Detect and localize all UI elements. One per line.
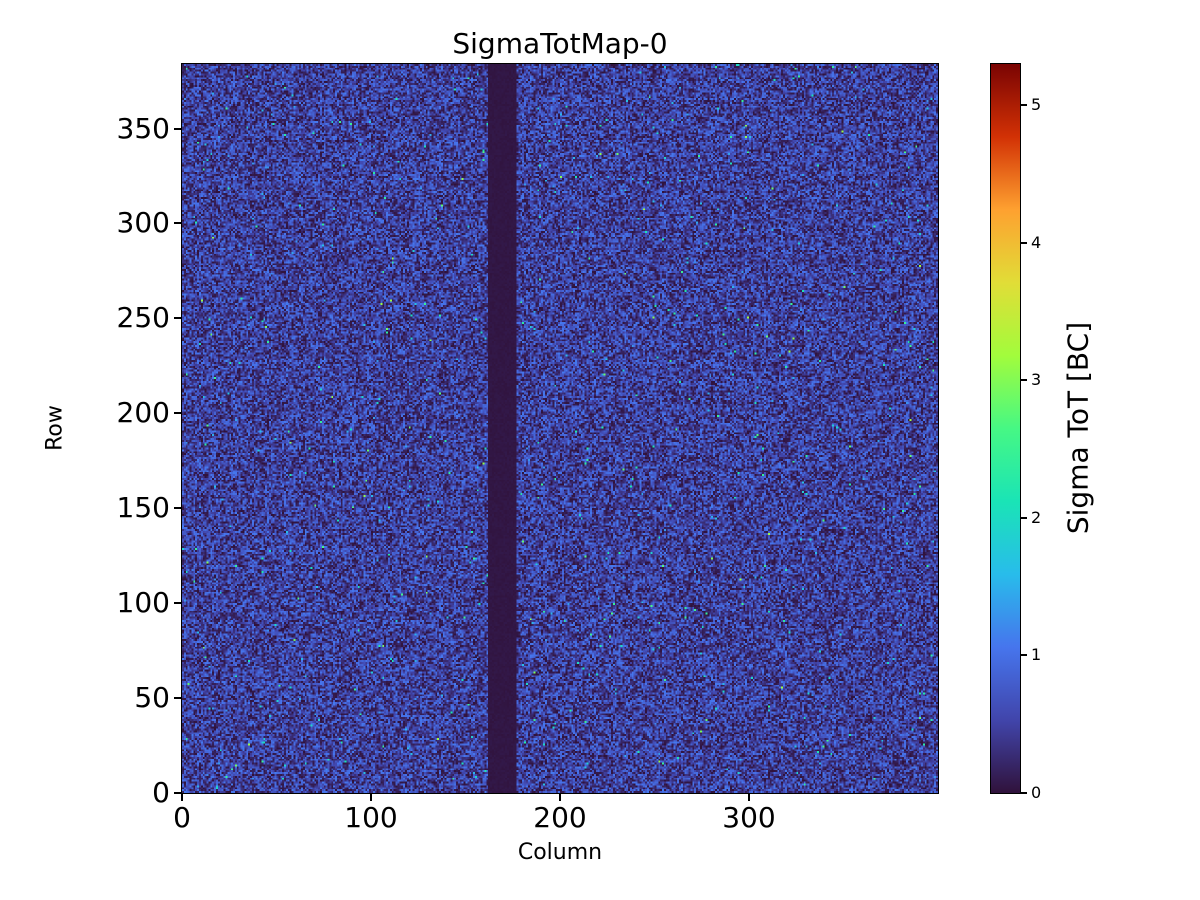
- colorbar-tick-label: 1: [1031, 645, 1042, 665]
- x-tick-mark: [181, 793, 183, 801]
- colorbar-tick-mark: [1021, 792, 1027, 794]
- x-tick-mark: [370, 793, 372, 801]
- y-tick-label: 150: [116, 491, 170, 525]
- y-tick-mark: [174, 127, 182, 130]
- colorbar-tick-label: 0: [1031, 783, 1042, 802]
- y-tick-label: 350: [116, 111, 170, 145]
- x-axis-label: Column: [517, 840, 603, 865]
- colorbar-tick-mark: [1021, 104, 1027, 107]
- y-tick-mark: [174, 697, 182, 700]
- y-tick-label: 50: [134, 681, 170, 715]
- colorbar-tick-mark: [1021, 516, 1027, 519]
- y-tick-label: 250: [116, 301, 170, 335]
- y-tick-label: 100: [116, 586, 170, 620]
- colorbar-tick-mark: [1021, 379, 1027, 382]
- colorbar-tick-label: 4: [1031, 232, 1042, 252]
- x-tick-mark: [748, 793, 750, 801]
- x-tick-mark: [559, 793, 561, 801]
- x-tick-label: 0: [173, 801, 191, 834]
- y-axis-label: Row: [42, 405, 68, 451]
- y-tick-mark: [174, 792, 182, 794]
- y-tick-mark: [174, 507, 182, 510]
- x-tick-label: 100: [344, 801, 398, 834]
- y-tick-mark: [174, 412, 182, 415]
- colorbar-gradient: [990, 63, 1021, 794]
- colorbar-label: Sigma ToT [BC]: [1061, 321, 1095, 535]
- colorbar-tick-mark: [1021, 241, 1027, 244]
- x-tick-label: 200: [533, 801, 587, 834]
- x-tick-label: 300: [722, 801, 776, 834]
- heatmap-canvas: [181, 63, 939, 794]
- y-tick-label: 300: [116, 206, 170, 240]
- colorbar-tick-mark: [1021, 654, 1027, 657]
- y-tick-mark: [174, 222, 182, 225]
- colorbar-tick-label: 3: [1031, 370, 1042, 390]
- colorbar-tick-label: 2: [1031, 507, 1042, 527]
- chart-title: SigmaTotMap-0: [452, 27, 668, 60]
- y-tick-label: 0: [152, 776, 170, 809]
- y-tick-mark: [174, 317, 182, 320]
- colorbar-tick-label: 5: [1031, 95, 1042, 115]
- y-tick-mark: [174, 602, 182, 605]
- y-tick-label: 200: [116, 396, 170, 430]
